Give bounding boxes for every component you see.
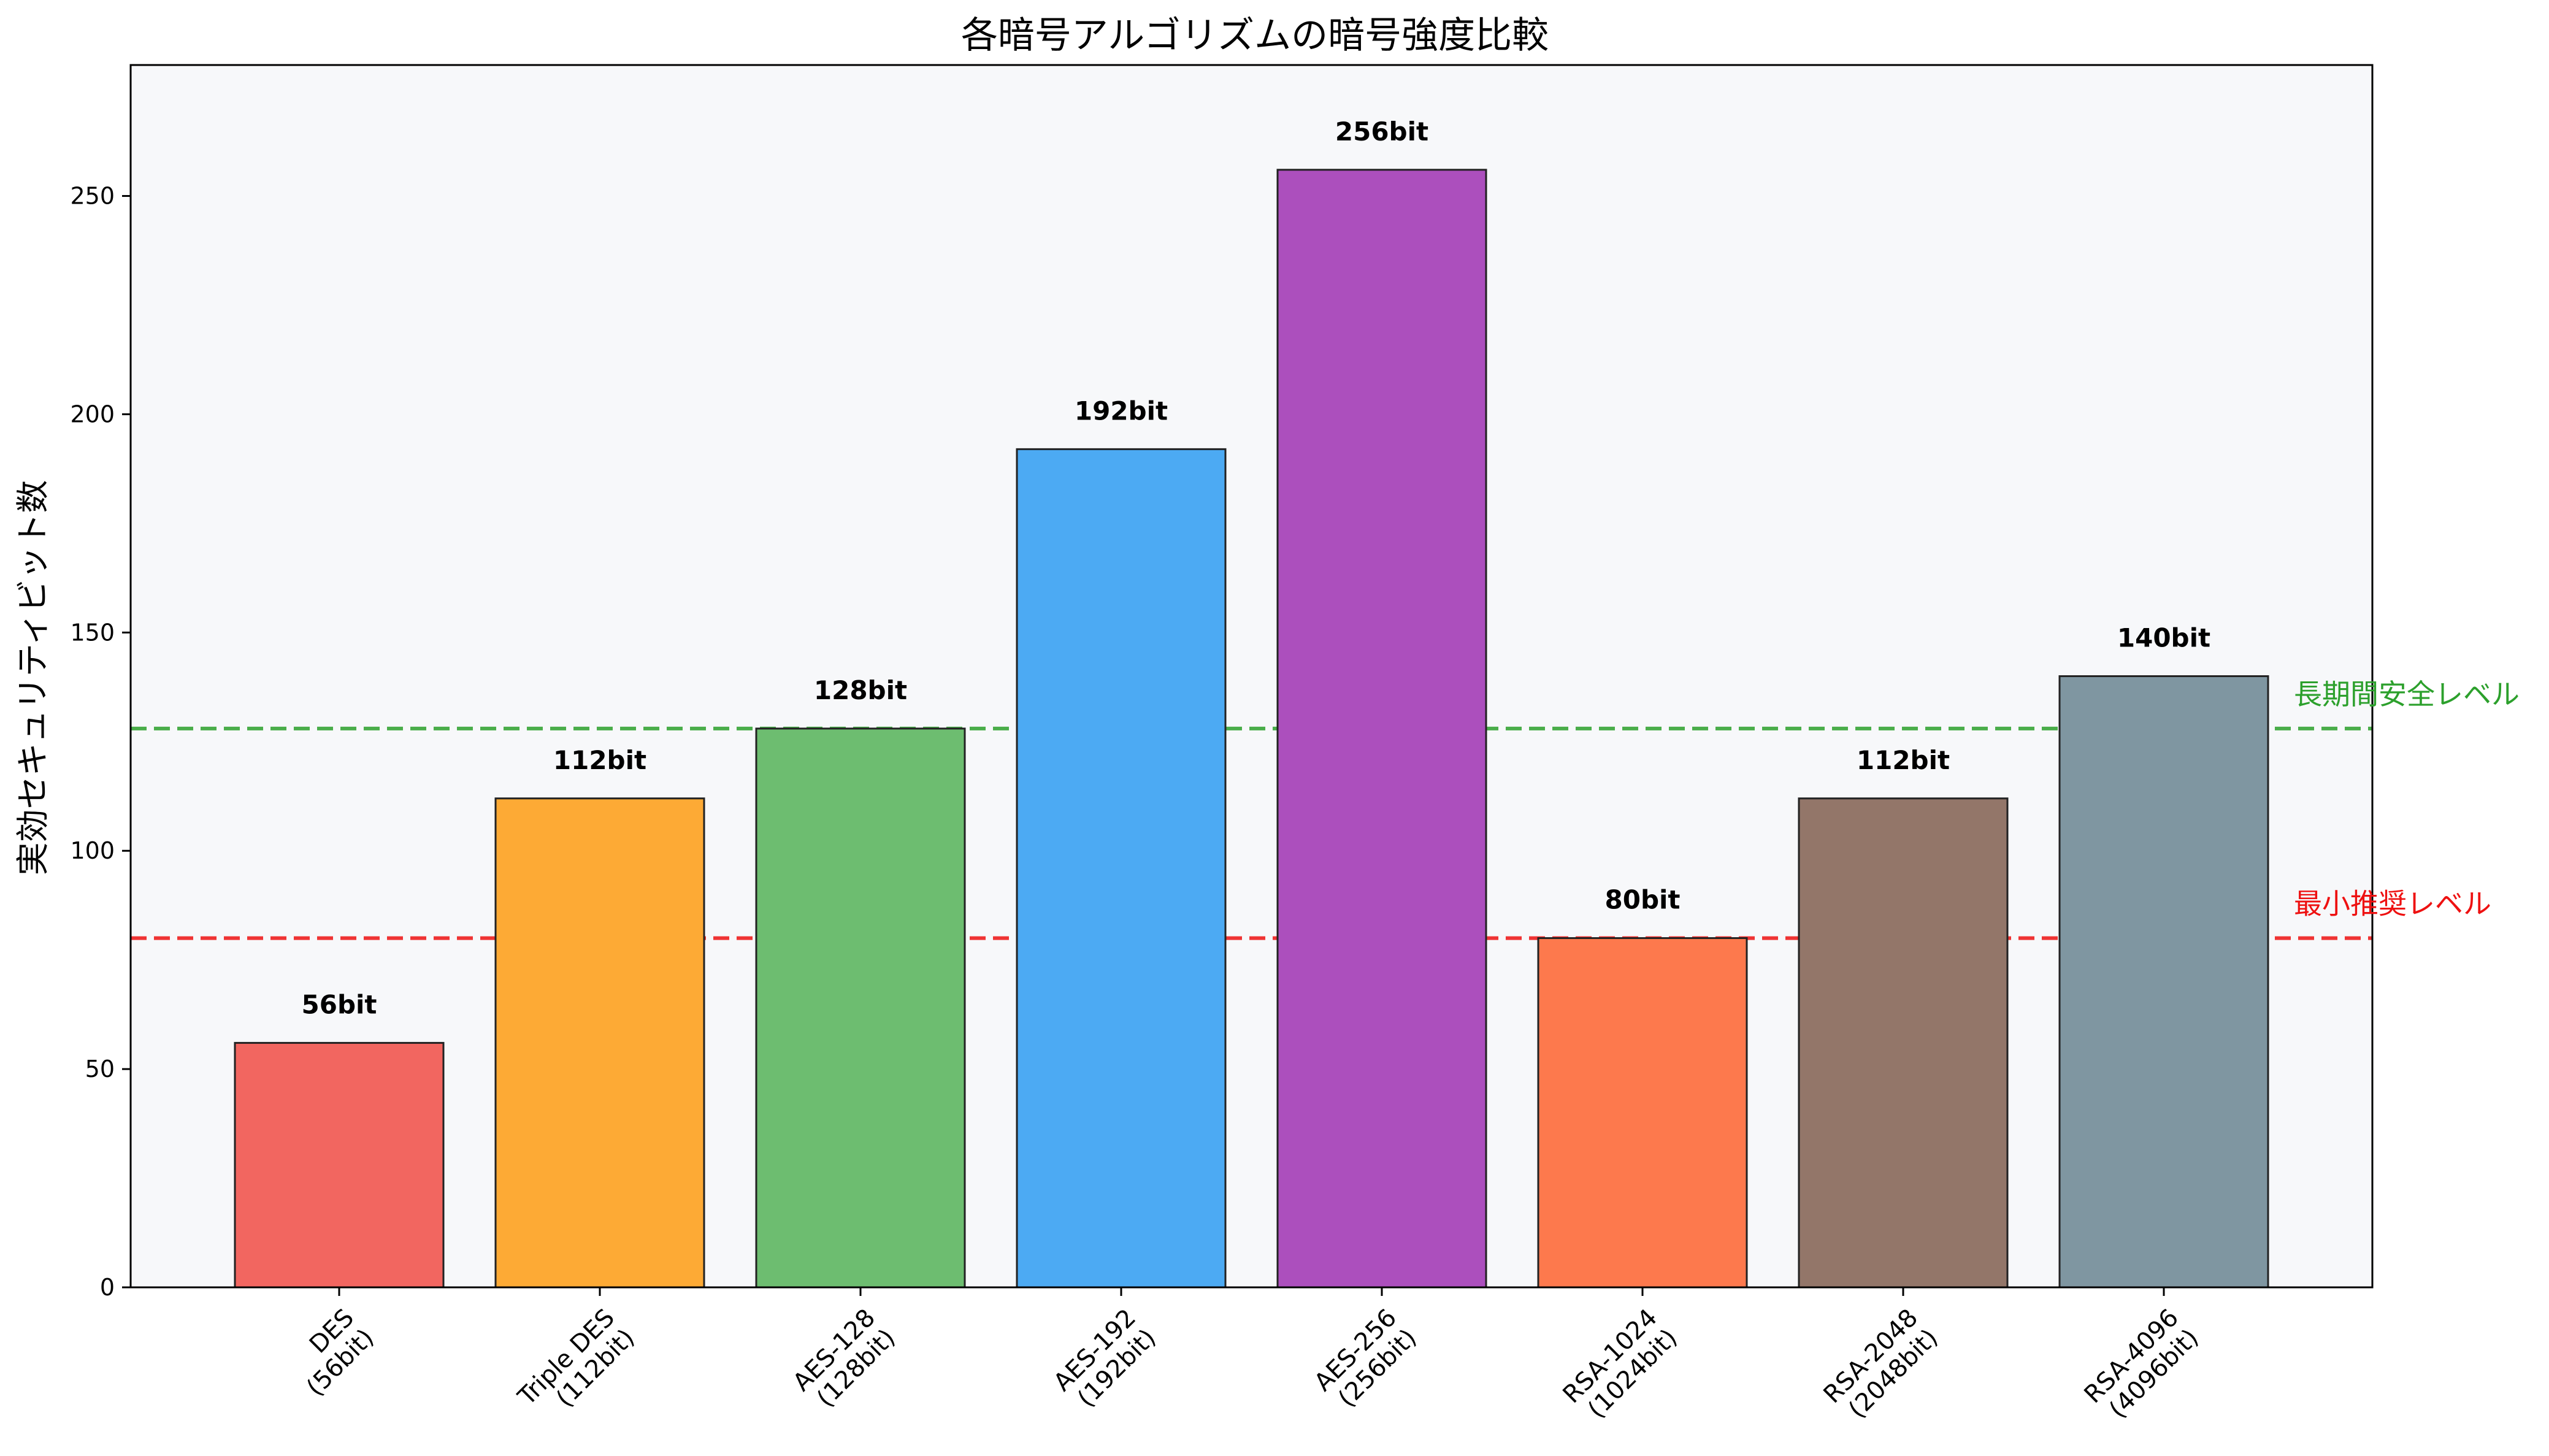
bar-2 xyxy=(755,727,966,1289)
bar-value-label-4: 256bit xyxy=(1335,117,1428,147)
bar-7 xyxy=(2058,675,2269,1289)
bar-4 xyxy=(1276,169,1487,1289)
bar-6 xyxy=(1798,797,2009,1289)
y-tick-label-2: 100 xyxy=(70,837,115,864)
bar-5 xyxy=(1537,937,1748,1289)
plot-area xyxy=(131,65,2372,1287)
x-tick-label-3: AES-192(192bit) xyxy=(1048,1304,1161,1417)
x-tick-label-4: AES-256(256bit) xyxy=(1309,1304,1422,1417)
x-tick-text-7: RSA-4096(4096bit) xyxy=(2079,1304,2204,1429)
bar-value-label-1: 112bit xyxy=(553,745,646,775)
bar-value-label-7: 140bit xyxy=(2117,623,2210,653)
y-tick-label-3: 150 xyxy=(70,619,115,646)
x-tick-label-2: AES-128(128bit) xyxy=(788,1304,900,1417)
x-tick-text-2: AES-128(128bit) xyxy=(788,1304,900,1417)
chart-title: 各暗号アルゴリズムの暗号強度比較 xyxy=(961,14,1549,57)
x-tick-label-7: RSA-4096(4096bit) xyxy=(2079,1304,2204,1429)
y-axis-label: 実効セキュリティビット数 xyxy=(13,480,52,876)
x-tick-text-5: RSA-1024(1024bit) xyxy=(1557,1304,1682,1429)
bar-value-label-6: 112bit xyxy=(1857,745,1950,775)
y-tick-label-5: 250 xyxy=(70,183,115,210)
x-tick-label-0: DES(56bit) xyxy=(282,1304,380,1402)
x-tick-label-6: RSA-2048(2048bit) xyxy=(1818,1304,1943,1429)
bar-0 xyxy=(234,1041,445,1289)
y-tick-label-0: 0 xyxy=(100,1274,115,1301)
bar-value-label-2: 128bit xyxy=(814,675,907,705)
x-tick-text-3: AES-192(192bit) xyxy=(1048,1304,1161,1417)
reference-line-label-0: 長期間安全レベル xyxy=(2294,678,2520,711)
bar-3 xyxy=(1016,448,1227,1289)
bar-value-label-0: 56bit xyxy=(302,989,377,1019)
x-tick-text-6: RSA-2048(2048bit) xyxy=(1818,1304,1943,1429)
bar-value-label-3: 192bit xyxy=(1075,396,1168,426)
x-tick-label-5: RSA-1024(1024bit) xyxy=(1557,1304,1682,1429)
plot-frame xyxy=(129,64,2374,1289)
reference-line-label-1: 最小推奨レベル xyxy=(2294,887,2491,921)
y-tick-label-4: 200 xyxy=(70,400,115,427)
bar-1 xyxy=(494,797,705,1289)
x-tick-text-0: DES(56bit) xyxy=(282,1304,380,1402)
y-tick-label-1: 50 xyxy=(85,1056,115,1082)
x-tick-text-1: Triple DES(112bit) xyxy=(512,1304,640,1431)
x-tick-text-4: AES-256(256bit) xyxy=(1309,1304,1422,1417)
x-tick-label-1: Triple DES(112bit) xyxy=(512,1304,640,1431)
bar-value-label-5: 80bit xyxy=(1605,885,1681,915)
